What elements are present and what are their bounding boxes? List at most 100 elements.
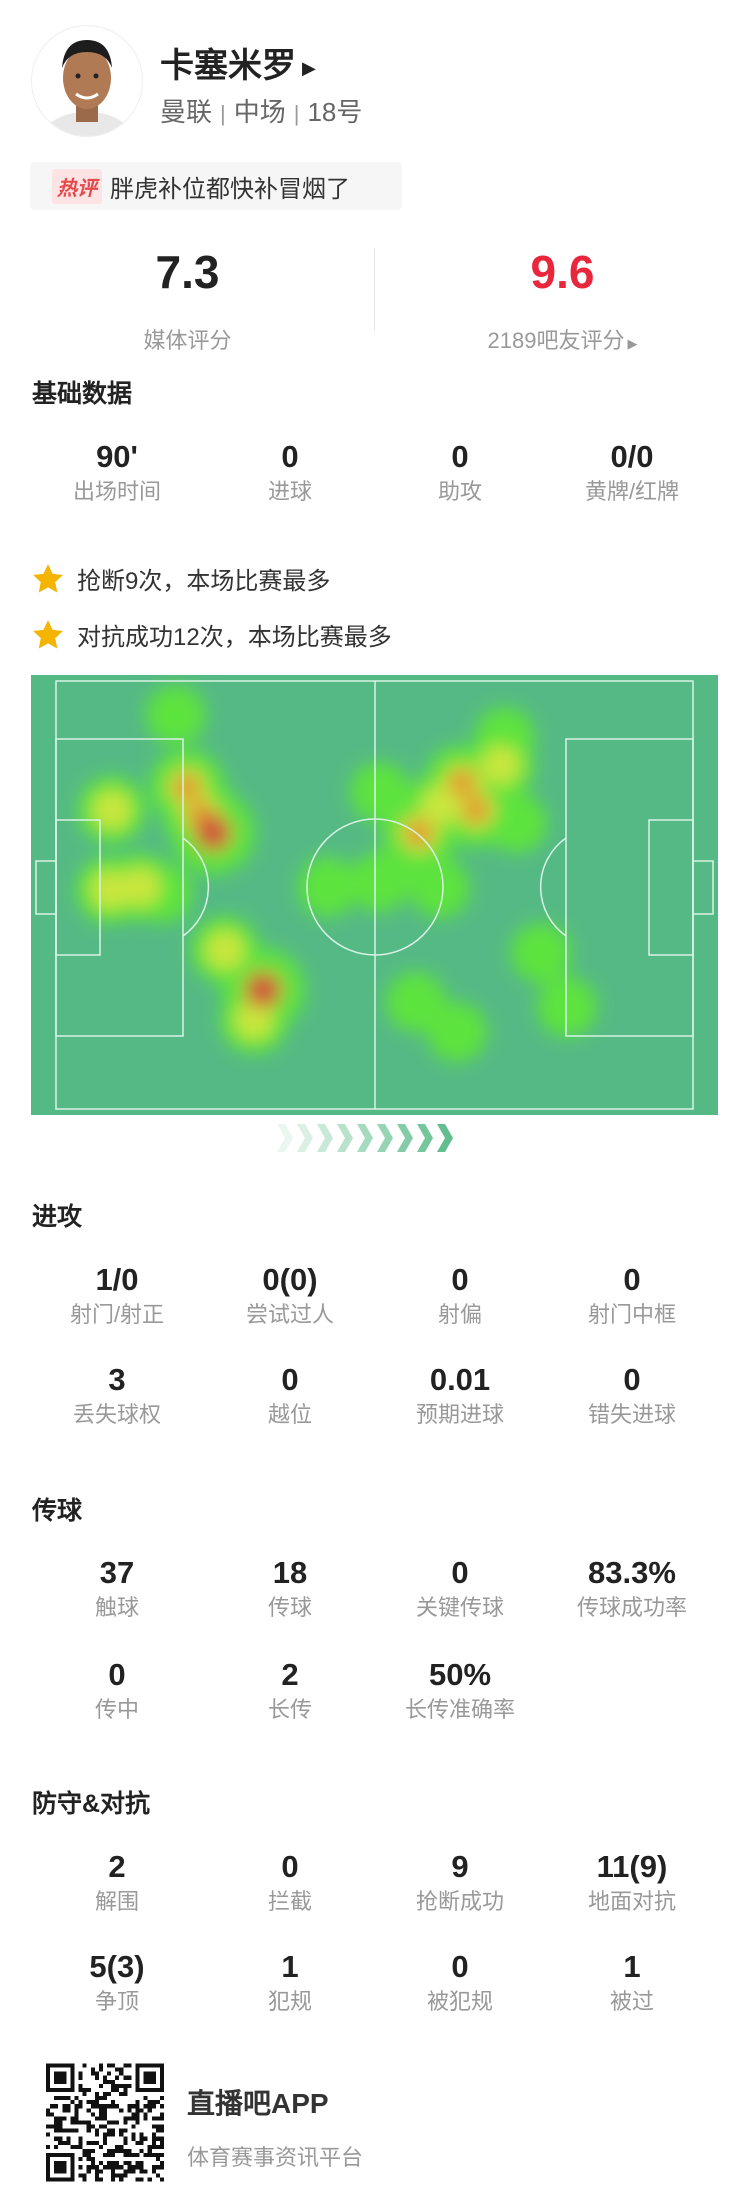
stat-value: 0: [623, 1362, 641, 1397]
stat-item: 1 被过: [542, 1949, 722, 2017]
player-avatar[interactable]: [31, 25, 143, 137]
media-rating-value: 7.3: [155, 246, 220, 298]
stat-value: 0(0): [262, 1262, 318, 1297]
stat-item: 11(9) 地面对抗: [542, 1849, 722, 1917]
stat-item: 0 越位: [200, 1362, 380, 1430]
stat-label: 越位: [267, 1402, 312, 1427]
stat-value: 50%: [428, 1657, 492, 1692]
stat-item: 5(3) 争顶: [27, 1949, 207, 2017]
stat-value: 0/0: [610, 439, 654, 474]
basic-stats-title: 基础数据: [32, 380, 133, 408]
caret-right-icon: ▶: [627, 336, 638, 351]
stat-label: 关键传球: [415, 1595, 504, 1620]
stat-label: 地面对抗: [587, 1889, 676, 1914]
fan-rating[interactable]: 9.6 2189吧友评分 ▶: [375, 247, 750, 355]
stat-label: 长传: [267, 1697, 312, 1722]
stat-label: 解围: [94, 1889, 139, 1914]
heat-spot: [350, 762, 410, 822]
stat-item: 0 被犯规: [370, 1949, 550, 2017]
stat-label: 助攻: [437, 479, 482, 504]
stat-item: 0 错失进球: [542, 1362, 722, 1430]
stat-value: 0: [281, 1849, 299, 1884]
stat-label: 被过: [609, 1989, 654, 2014]
stat-value: 9: [451, 1849, 469, 1884]
stat-label: 射门/射正: [69, 1302, 165, 1327]
stat-item: 37 触球: [27, 1555, 207, 1623]
stat-label: 黄牌/红牌: [584, 479, 680, 504]
rating-divider: [374, 248, 375, 330]
hot-comment-badge: 热评: [52, 168, 102, 204]
heat-spot: [92, 790, 132, 830]
caret-right-icon: ▶: [302, 57, 316, 78]
passing-title: 传球: [32, 1497, 83, 1525]
stat-label: 传球: [267, 1595, 312, 1620]
heat-spot: [298, 857, 358, 917]
media-rating-label: 媒体评分: [143, 328, 232, 353]
stat-value: 11(9): [596, 1849, 668, 1884]
heat-spot: [350, 852, 410, 912]
chevron-right-icon: [437, 1124, 453, 1152]
stat-item: 1/0 射门/射正: [27, 1262, 207, 1330]
fan-rating-value: 9.6: [530, 246, 595, 298]
stat-label: 射偏: [437, 1302, 482, 1327]
player-info: 曼联 | 中场 | 18号: [160, 97, 363, 127]
stat-value: 3: [108, 1362, 126, 1397]
stat-item: 0(0) 尝试过人: [200, 1262, 380, 1330]
chevron-right-icon: [277, 1124, 293, 1152]
highlight-text: 对抗成功12次，本场比赛最多: [77, 624, 392, 651]
hot-comment[interactable]: 热评 胖虎补位都快补冒烟了: [30, 162, 402, 210]
media-rating: 7.3 媒体评分: [0, 247, 375, 355]
heatmap-pitch: [31, 675, 718, 1115]
stat-value: 0: [281, 439, 299, 474]
highlight-item: 抢断9次，本场比赛最多: [31, 561, 330, 596]
app-tagline: 体育赛事资讯平台: [187, 2145, 364, 2170]
heat-spot: [195, 815, 231, 851]
heat-spot: [537, 977, 597, 1037]
chevron-right-icon: [397, 1124, 413, 1152]
highlight-text: 抢断9次，本场比赛最多: [77, 568, 331, 595]
stat-label: 尝试过人: [245, 1302, 334, 1327]
stat-item: 90' 出场时间: [27, 439, 207, 507]
attack-direction-arrows: [277, 1124, 453, 1152]
stat-item: 0 助攻: [370, 439, 550, 507]
star-icon: [33, 619, 63, 648]
player-name: 卡塞米罗: [160, 47, 296, 85]
stat-value: 2: [281, 1657, 299, 1692]
stat-value: 1/0: [95, 1262, 139, 1297]
stat-label: 被犯规: [426, 1989, 493, 2014]
stat-item: 0/0 黄牌/红牌: [542, 439, 722, 507]
attack-title: 进攻: [32, 1203, 83, 1231]
stat-item: 18 传球: [200, 1555, 380, 1623]
chevron-right-icon: [337, 1124, 353, 1152]
chevron-right-icon: [317, 1124, 333, 1152]
stat-label: 丢失球权: [72, 1402, 161, 1427]
qr-code: [46, 2063, 164, 2182]
heat-layer: [76, 685, 597, 1062]
stat-item: 0 射门中框: [542, 1262, 722, 1330]
stat-value: 2: [108, 1849, 126, 1884]
chevron-right-icon: [357, 1124, 373, 1152]
stat-value: 0: [451, 439, 469, 474]
heat-spot: [421, 785, 461, 825]
chevron-right-icon: [417, 1124, 433, 1152]
stat-value: 90': [96, 439, 138, 474]
stat-item: 0 射偏: [370, 1262, 550, 1330]
stat-label: 抢断成功: [415, 1889, 504, 1914]
chevron-right-icon: [377, 1124, 393, 1152]
position: 中场: [233, 97, 286, 127]
heat-spot: [481, 745, 521, 785]
stat-value: 1: [623, 1949, 641, 1984]
heat-spot: [462, 796, 490, 824]
player-name-link[interactable]: 卡塞米罗 ▶: [160, 38, 316, 87]
stat-value: 83.3%: [588, 1555, 676, 1590]
stat-label: 出场时间: [72, 479, 161, 504]
stat-value: 0: [281, 1362, 299, 1397]
stat-label: 争顶: [94, 1989, 139, 2014]
stat-label: 犯规: [267, 1989, 312, 2014]
stat-label: 错失进球: [587, 1402, 676, 1427]
player-photo-icon: [45, 40, 129, 136]
stat-value: 0: [623, 1262, 641, 1297]
stat-item: 2 长传: [200, 1657, 380, 1725]
shirt-number: 18号: [307, 97, 363, 127]
stat-item: 0 关键传球: [370, 1555, 550, 1623]
